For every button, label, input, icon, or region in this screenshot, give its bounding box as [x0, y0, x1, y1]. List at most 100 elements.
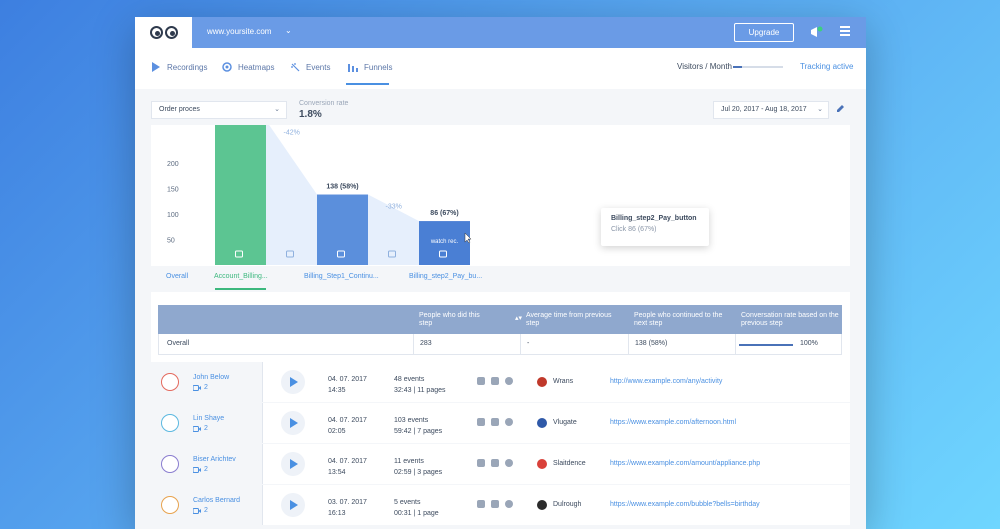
device-info [477, 377, 513, 385]
session-user-name[interactable]: John Below [193, 374, 230, 381]
play-button[interactable] [281, 411, 305, 435]
tab-recordings[interactable]: Recordings [151, 62, 207, 72]
device-info [477, 459, 513, 467]
chart-tab-step-2[interactable]: Billing_Step1_Continu... [304, 273, 379, 280]
device-info [477, 418, 513, 426]
dropoff-label: -42% [284, 129, 300, 136]
date-range-picker[interactable]: Jul 20, 2017 - Aug 18, 2017 ⌄ [713, 101, 829, 119]
tracking-status[interactable]: Tracking active [800, 62, 854, 71]
device-info [477, 500, 513, 508]
tab-recordings-label: Recordings [167, 62, 208, 72]
play-button[interactable] [281, 493, 305, 517]
tooltip-detail: Click 86 (67%) [611, 226, 657, 233]
session-city: Wrans [553, 378, 574, 385]
session-city: Slaitdence [553, 460, 586, 467]
heatmaps-icon [222, 62, 232, 72]
session-duration: 02:59 | 3 pages [394, 469, 443, 476]
events-icon [291, 63, 300, 72]
chart-tab-overall[interactable]: Overall [166, 273, 189, 280]
column-divider [628, 334, 629, 354]
video-camera-icon [286, 250, 294, 258]
visitors-progress-fill [733, 66, 742, 68]
avatar [161, 455, 179, 473]
active-tab-indicator [346, 83, 389, 85]
header-did-step[interactable]: People who did this step [419, 312, 480, 327]
chart-tab-step-3[interactable]: Billing_step2_Pay_bu... [409, 273, 483, 280]
session-count-value: 2 [204, 425, 208, 432]
session-datetime: 03. 07. 2017 16:13 [328, 497, 367, 519]
session-user-cell[interactable]: Carlos Bernard 2 [151, 485, 263, 525]
session-url[interactable]: https://www.example.com/bubble?bells=bir… [610, 501, 760, 508]
logo[interactable] [135, 17, 192, 48]
header-avg-time[interactable]: Average time from previous step [526, 312, 612, 327]
session-user-cell[interactable]: John Below 2 [151, 362, 263, 402]
conversion-rate-label: Conversion rate [299, 100, 349, 107]
video-camera-icon [193, 425, 201, 432]
session-url[interactable]: https://www.example.com/afternoon.html [610, 419, 737, 426]
session-row[interactable]: Lin Shaye 2 04. 07. 2017 02:05 103 event… [151, 403, 850, 443]
session-count-value: 2 [204, 384, 208, 391]
session-date: 04. 07. 2017 [328, 417, 367, 424]
chevron-down-icon[interactable]: ⌄ [285, 26, 292, 35]
session-user-name[interactable]: Lin Shaye [193, 415, 225, 422]
sort-icon[interactable]: ▴▾ [515, 315, 523, 322]
header-rate[interactable]: Conversation rate based on the previous … [741, 312, 839, 327]
dropoff-area [368, 194, 419, 265]
tab-events[interactable]: Events [290, 62, 330, 72]
play-button[interactable] [281, 452, 305, 476]
session-row[interactable]: Carlos Bernard 2 03. 07. 2017 16:13 5 ev… [151, 485, 850, 525]
session-user-name[interactable]: Biser Arichtev [193, 456, 236, 463]
tab-events-label: Events [306, 62, 331, 72]
tab-heatmaps[interactable]: Heatmaps [222, 62, 274, 72]
funnel-bar [419, 221, 470, 265]
session-url[interactable]: http://www.example.com/any/activity [610, 378, 723, 385]
avatar [161, 496, 179, 514]
megaphone-icon[interactable] [810, 26, 824, 38]
os-icon [491, 459, 499, 467]
upgrade-button[interactable]: Upgrade [734, 23, 794, 42]
os-icon [491, 418, 499, 426]
y-tick-label: 200 [167, 161, 179, 168]
session-city: Vlugate [553, 419, 577, 426]
row-continued: 138 (58%) [635, 340, 668, 347]
column-divider [413, 334, 414, 354]
step-table: People who did this step ▴▾ Average time… [151, 292, 850, 372]
session-time: 14:35 [328, 387, 346, 394]
tooltip-title: Billing_step2_Pay_button [611, 215, 697, 222]
funnel-bar [317, 194, 368, 265]
column-divider [520, 334, 521, 354]
column-divider [735, 334, 736, 354]
funnel-select[interactable]: Order proces ⌄ [151, 101, 287, 119]
session-user-cell[interactable]: Lin Shaye 2 [151, 403, 263, 443]
session-row[interactable]: John Below 2 04. 07. 2017 14:35 48 event… [151, 362, 850, 402]
device-icon [477, 459, 485, 467]
session-time: 02:05 [328, 428, 346, 435]
tab-funnels-label: Funnels [364, 62, 393, 72]
conversion-rate-value: 1.8% [299, 109, 322, 120]
session-event-count: 11 events [394, 458, 424, 465]
browser-icon [505, 377, 513, 385]
session-url[interactable]: https://www.example.com/amount/appliance… [610, 460, 761, 467]
session-count-value: 2 [204, 507, 208, 514]
recordings-icon [152, 62, 160, 72]
country-flag-icon [537, 459, 547, 469]
play-button[interactable] [281, 370, 305, 394]
edit-pencil-icon[interactable] [835, 103, 846, 114]
session-row[interactable]: Biser Arichtev 2 04. 07. 2017 13:54 11 e… [151, 444, 850, 484]
session-user-name[interactable]: Carlos Bernard [193, 497, 241, 504]
header-continued[interactable]: People who continued to the next step [634, 312, 723, 327]
tab-funnels[interactable]: Funnels [348, 62, 392, 72]
session-city: Dulrough [553, 501, 582, 508]
dropoff-label: -33% [386, 204, 402, 211]
site-selector[interactable]: www.yoursite.com [207, 27, 272, 36]
session-user-cell[interactable]: Biser Arichtev 2 [151, 444, 263, 484]
session-date: 04. 07. 2017 [328, 376, 367, 383]
device-icon [477, 377, 485, 385]
tab-heatmaps-label: Heatmaps [238, 62, 275, 72]
chart-tab-step-1[interactable]: Account_Billing... [214, 273, 268, 280]
step-tooltip: Billing_step2_Pay_button Click 86 (67%) [601, 208, 709, 246]
menu-icon[interactable] [840, 26, 850, 36]
bar-value-label: 138 (58%) [326, 184, 358, 191]
video-camera-icon [193, 466, 201, 473]
video-camera-icon [439, 250, 447, 258]
